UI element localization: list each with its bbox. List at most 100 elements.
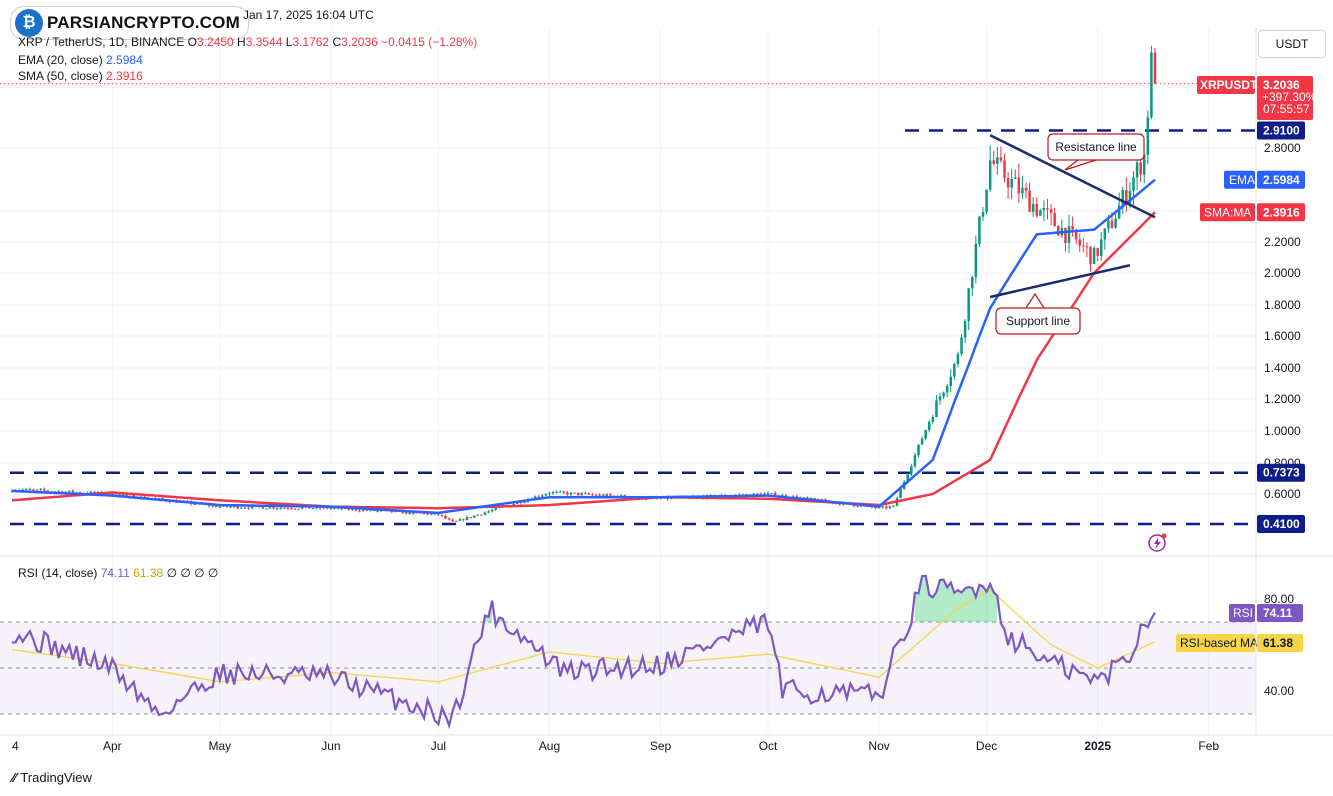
time-axis: 4 Apr May Jun Jul Aug Sep Oct Nov Dec 2025 Feb [12,739,1219,753]
callout-box [1047,133,1145,161]
candle-body [93,491,96,494]
candle-body [1049,209,1053,214]
price-tick-label: 1.4000 [1264,361,1301,375]
candle-body [558,491,562,493]
candle-body [910,466,913,475]
level-tag-mid: 0.7373 [1257,463,1305,482]
candle-body [1028,190,1031,212]
candle-body [1085,246,1089,248]
candle-body [974,243,978,277]
candle-body [924,430,927,439]
rsi-ma-line [11,589,1156,683]
candle-body [609,494,612,496]
symbol-legend[interactable]: XRP / TetherUS, 1D, BINANCE O3.2450 H3.3… [18,35,477,49]
annotation-callouts: Resistance line Support line [995,133,1145,335]
rsi-tag-value-bg [1257,604,1303,622]
price-tag-last-text: 3.2036 [1263,78,1300,92]
price-tick-label: 2.0000 [1264,266,1301,280]
level-tag-low: 0.4100 [1257,515,1305,533]
candle-body [1092,248,1096,264]
alert-clock-icon[interactable] [1148,533,1167,552]
candle-body [236,506,239,509]
ema-tag-value-text: 2.5984 [1263,173,1300,187]
currency-button[interactable]: USDT [1258,30,1326,58]
candle-body [591,494,594,496]
time-tick-label: Feb [1198,739,1219,753]
candle-body [892,505,895,507]
candle-body [361,509,365,511]
candle-body [121,494,125,496]
candle-body [938,396,942,401]
candle-body [218,506,222,508]
candle-body [971,276,974,289]
price-tick-label: 2.2000 [1264,235,1301,249]
site-logo: ₿ PARSIANCRYPTO.COM [10,6,249,40]
candle-body [25,488,28,490]
candle-body [1035,203,1039,216]
sma-tag-value-text: 2.3916 [1263,205,1300,219]
candle-body [268,507,272,509]
candle-body [444,515,447,519]
candle-body [462,519,465,521]
price-change: −0.0415 (−1.28%) [381,35,478,49]
callout-pointer [1025,292,1045,309]
candle-body [548,493,551,495]
candle-body [1082,245,1085,247]
price-tag-symbol-bg [1197,76,1255,94]
candle-body [1074,229,1078,240]
ema-legend[interactable]: EMA (20, close) 2.5984 [18,53,143,67]
candle-body [967,288,970,322]
candle-body [1039,210,1042,216]
level-tag-mid-bg [1257,463,1305,482]
price-tag-last-text: +397.30% [1262,90,1317,104]
candle-body [240,507,243,509]
candle-body [1117,205,1121,219]
time-tick-label: Aug [539,739,560,753]
candle-body [584,493,587,495]
sma-legend[interactable]: SMA (50, close) 2.3916 [18,69,143,83]
candle-body [566,492,569,495]
candle-body [1042,208,1046,211]
candle-body [250,505,254,509]
rsi-tag-value: 74.11 [1257,604,1303,622]
candle-body [773,492,777,497]
candle-body [1135,162,1139,178]
candle-body [476,514,480,516]
trendline [989,264,1131,299]
candle-body [354,508,358,511]
candle-body [576,492,580,496]
trendline [989,134,1156,219]
candle-body [992,160,996,164]
candle-body [605,494,609,497]
candle-body [537,496,540,498]
candle-body [601,494,605,497]
price-tag-last-text: 07:55:57 [1263,102,1310,116]
candle-body [945,385,949,393]
candle-body [573,492,576,494]
candle-body [401,511,404,514]
candle-body [229,506,232,508]
candle-body [809,497,813,499]
time-tick-label: Dec [976,739,997,753]
sma-line [11,211,1156,510]
candle-body [247,507,250,509]
candle-body [447,518,451,520]
candle-body [272,507,275,509]
callout-pointer [1064,159,1097,171]
rsi-legend[interactable]: RSI (14, close) 74.11 61.38 ∅ ∅ ∅ ∅ [18,566,218,580]
candle-body [297,508,300,510]
candle-body [1150,52,1153,118]
candle-body [917,444,920,456]
candle-body [32,489,35,491]
candle-body [1128,190,1132,204]
candle-body [770,492,773,494]
support-callout: Support line [995,292,1081,335]
candle-body [519,501,523,503]
candle-body [329,508,333,510]
sma-tag-value-bg [1257,203,1305,222]
tradingview-footer[interactable]: ⁄⁄ TradingView [12,770,92,785]
candle-body [881,506,884,508]
sma-tag-value: 2.3916 [1257,203,1305,222]
rsi-legend-value: 74.11 [100,566,130,580]
